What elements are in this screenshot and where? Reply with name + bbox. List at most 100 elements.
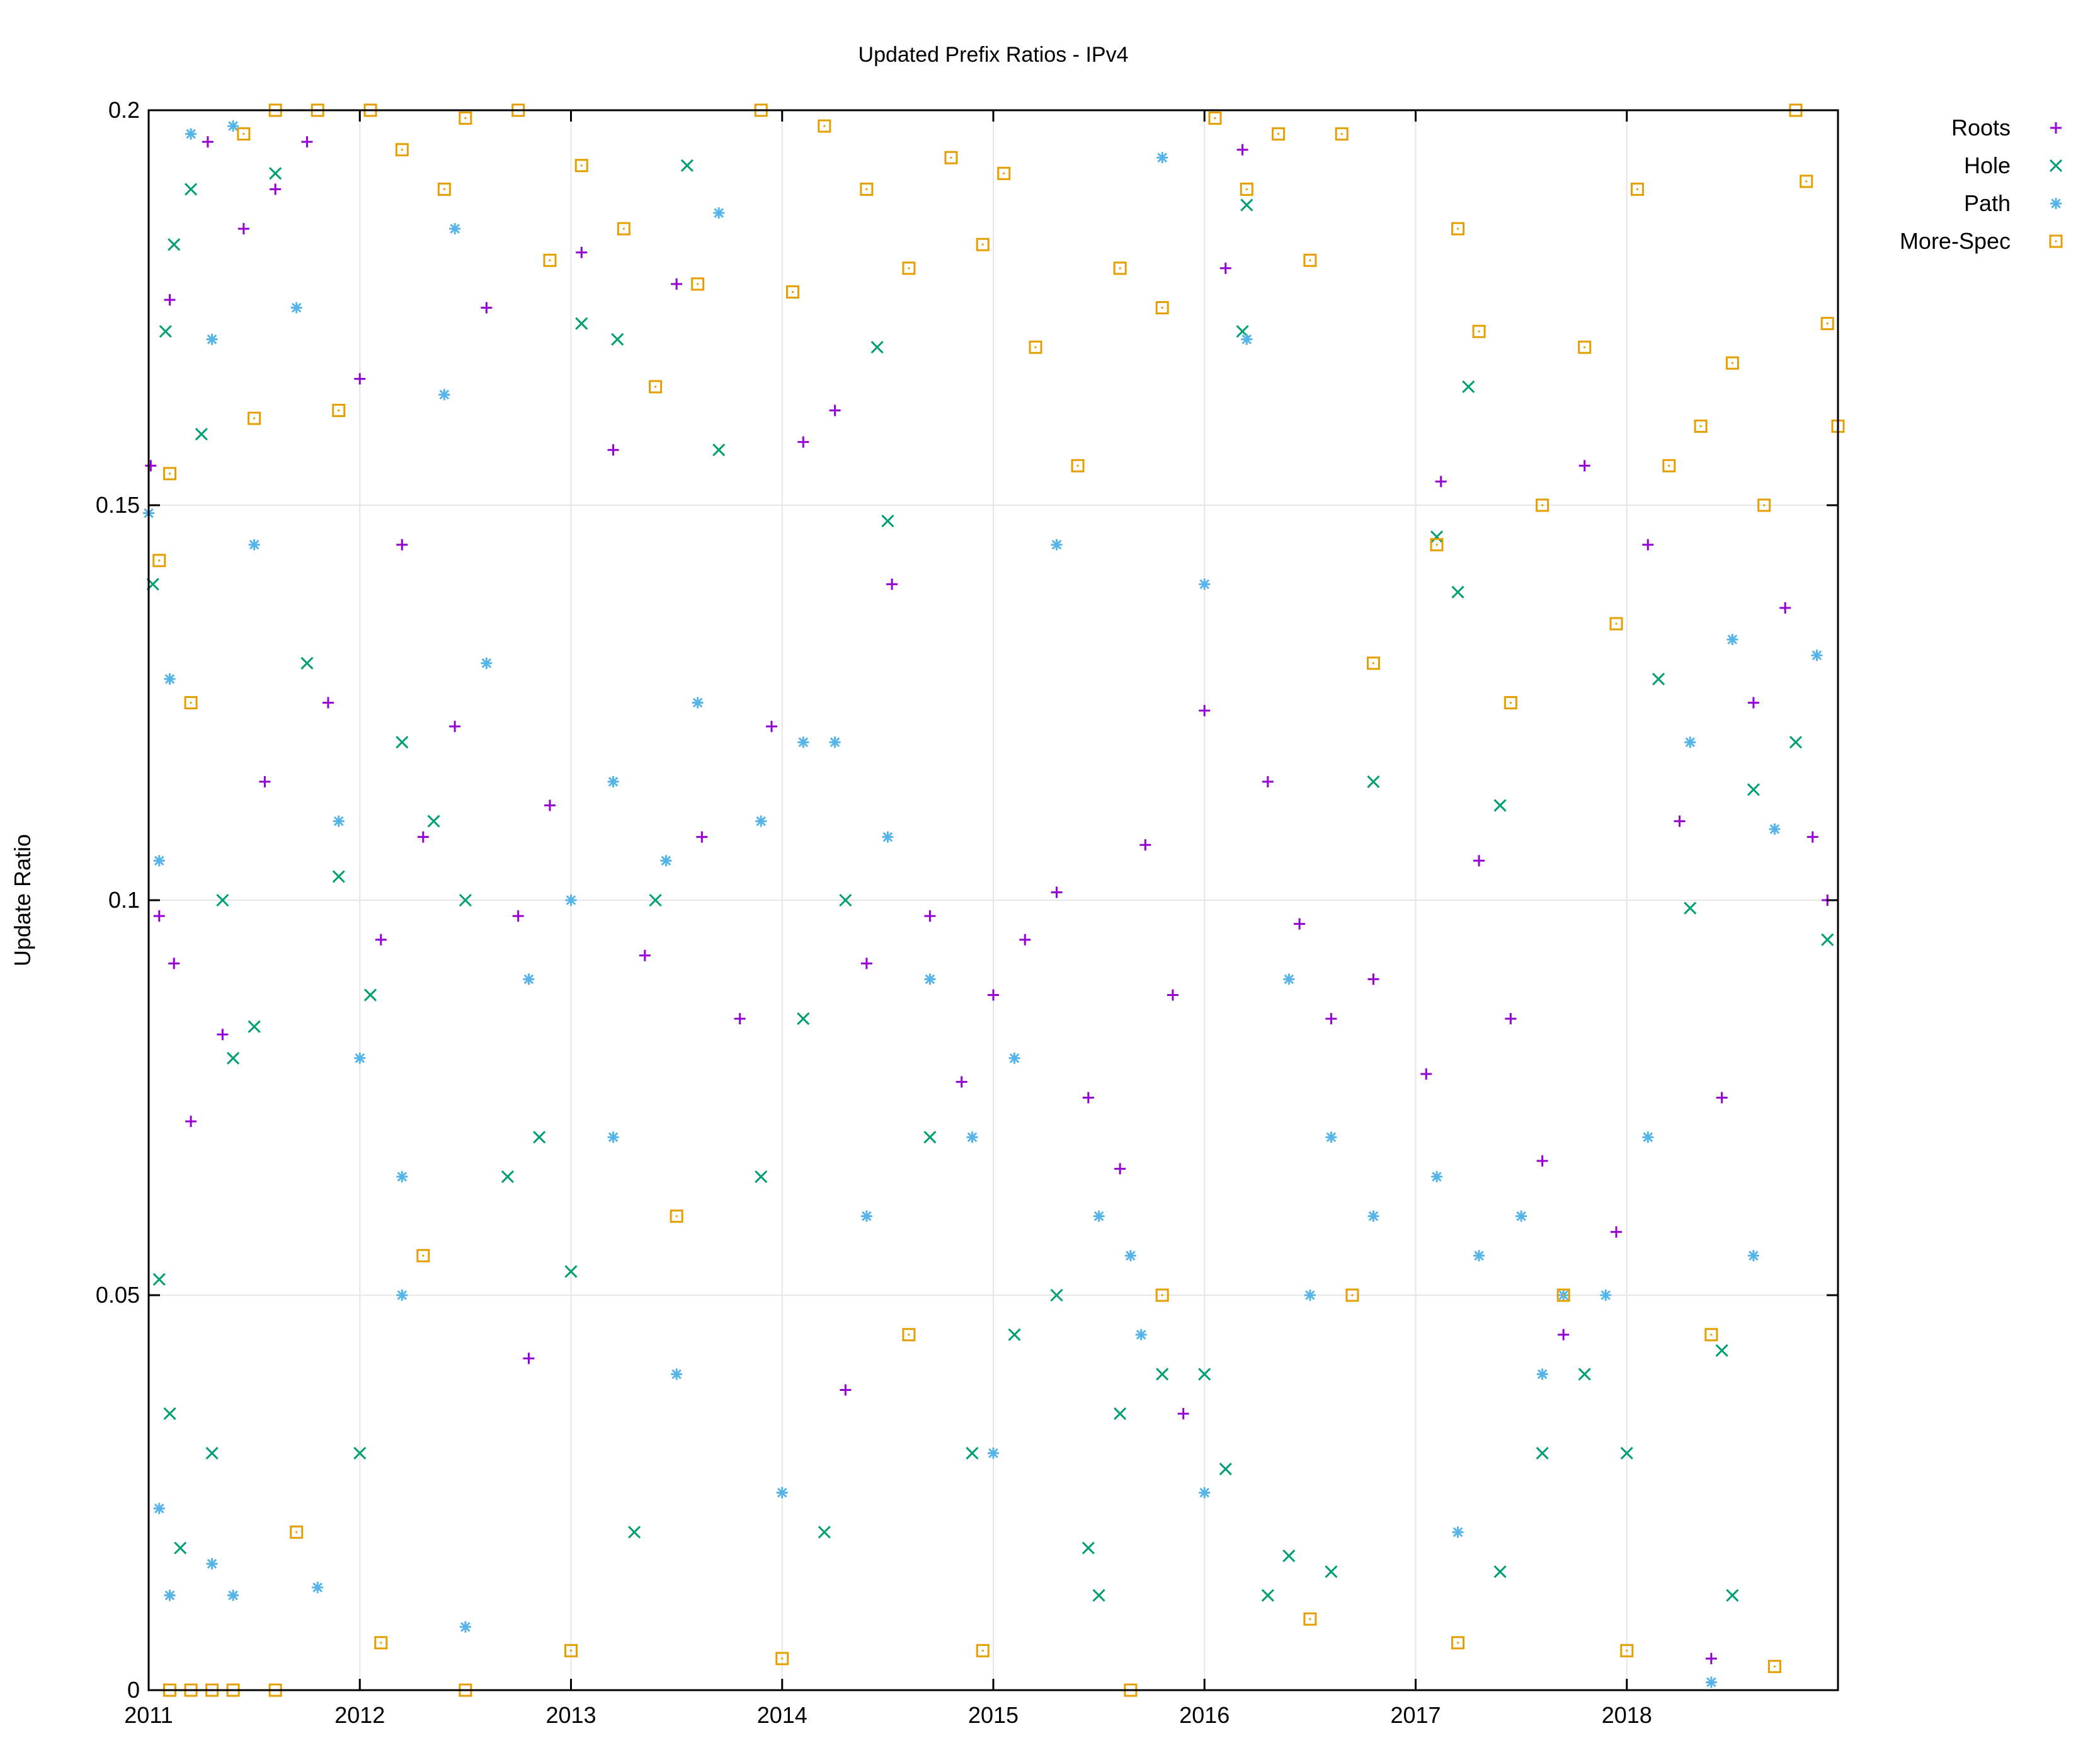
data-point xyxy=(153,855,165,867)
data-point xyxy=(818,119,831,133)
data-point xyxy=(1662,459,1676,472)
y-axis-label: Update Ratio xyxy=(9,834,35,966)
data-point xyxy=(1747,1250,1759,1262)
data-point xyxy=(1029,340,1042,354)
data-point xyxy=(1155,301,1169,314)
legend-marker xyxy=(2050,198,2062,209)
data-point xyxy=(860,958,872,969)
data-point xyxy=(375,934,387,946)
x-tick-label: 2015 xyxy=(968,1702,1019,1728)
series-path xyxy=(143,120,1823,1688)
data-point xyxy=(1757,498,1771,512)
data-point xyxy=(956,1076,967,1088)
data-point xyxy=(1240,182,1253,196)
data-point xyxy=(818,1526,831,1539)
data-point xyxy=(459,893,472,907)
data-point xyxy=(202,136,214,148)
data-point xyxy=(1304,1290,1316,1301)
axis-ticks xyxy=(147,109,1838,1691)
data-point xyxy=(670,1210,683,1223)
data-point xyxy=(1473,855,1485,867)
data-point xyxy=(459,1621,471,1633)
data-point xyxy=(396,1290,408,1301)
data-point xyxy=(1283,973,1295,985)
data-point xyxy=(1435,476,1447,488)
data-point xyxy=(924,973,936,985)
data-point xyxy=(1262,775,1274,787)
data-point xyxy=(184,183,198,196)
data-point xyxy=(1167,989,1178,1001)
data-point xyxy=(248,411,261,425)
data-point xyxy=(1451,222,1465,236)
data-point xyxy=(354,1052,366,1064)
data-point xyxy=(1431,1170,1443,1182)
data-point xyxy=(1081,1541,1095,1555)
legend-marker xyxy=(2049,159,2063,173)
legend-item-more-spec: More-Spec xyxy=(1900,228,2063,254)
x-tick-labels: 2011 2012 2013 2014 2015 2016 2017 2018 xyxy=(124,1702,1652,1728)
data-point xyxy=(607,444,619,456)
data-point xyxy=(523,1353,535,1364)
data-point xyxy=(765,721,777,733)
data-point xyxy=(1642,1131,1654,1143)
data-point xyxy=(163,1407,176,1421)
data-point xyxy=(1019,934,1031,946)
data-point xyxy=(660,855,672,867)
data-point xyxy=(860,1210,872,1222)
data-point xyxy=(829,404,841,416)
data-point xyxy=(481,657,493,669)
data-point xyxy=(164,673,176,685)
data-point xyxy=(1082,1092,1094,1104)
data-point xyxy=(1726,634,1738,646)
data-point xyxy=(1472,324,1486,338)
data-point xyxy=(565,895,577,906)
chart-title: Updated Prefix Ratios - IPv4 xyxy=(859,43,1129,67)
y-tick-label: 0.2 xyxy=(108,97,140,123)
data-point xyxy=(944,151,958,164)
series-roots xyxy=(145,136,1834,1664)
data-point xyxy=(1114,1407,1127,1421)
data-point xyxy=(1050,1288,1063,1302)
data-point xyxy=(1156,152,1168,164)
data-point xyxy=(449,223,461,235)
data-point xyxy=(185,128,197,140)
data-point xyxy=(1236,144,1248,156)
data-point xyxy=(1536,1155,1548,1167)
data-point xyxy=(1493,799,1507,812)
data-point xyxy=(396,539,408,551)
data-point xyxy=(1652,672,1665,685)
data-point xyxy=(290,302,302,314)
data-point xyxy=(269,167,282,180)
data-point xyxy=(1303,1612,1317,1626)
data-point xyxy=(786,285,800,299)
data-point xyxy=(417,831,429,843)
data-point xyxy=(607,1131,619,1143)
y-tick-label: 0 xyxy=(127,1677,140,1703)
data-point xyxy=(1199,705,1211,717)
data-point xyxy=(1578,460,1590,472)
data-point xyxy=(829,736,841,748)
data-point xyxy=(1806,831,1818,843)
data-point xyxy=(1124,1250,1136,1262)
data-point xyxy=(775,1652,789,1666)
data-point xyxy=(427,815,440,828)
data-point xyxy=(1705,1652,1717,1664)
data-point xyxy=(227,120,239,132)
data-point xyxy=(1556,1288,1570,1302)
x-tick-label: 2016 xyxy=(1179,1702,1230,1728)
data-point xyxy=(1578,1368,1591,1381)
data-point xyxy=(1367,973,1379,985)
x-tick-label: 2018 xyxy=(1602,1702,1652,1728)
data-point xyxy=(1272,127,1286,141)
data-point xyxy=(839,893,852,907)
data-point xyxy=(533,1131,546,1144)
data-point xyxy=(1008,1328,1021,1341)
data-point xyxy=(438,389,450,401)
data-point xyxy=(881,515,894,528)
data-point xyxy=(195,428,208,441)
data-point xyxy=(1451,585,1464,599)
data-point xyxy=(691,277,705,291)
x-tick-label: 2014 xyxy=(757,1702,807,1728)
data-point xyxy=(290,1525,304,1539)
data-point xyxy=(1631,182,1645,196)
